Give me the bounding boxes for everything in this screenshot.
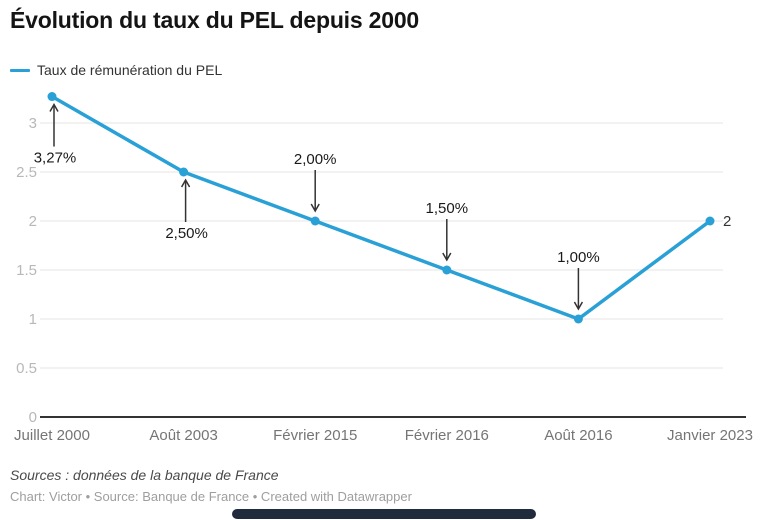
y-tick-label: 0.5 <box>16 360 37 377</box>
legend-label: Taux de rémunération du PEL <box>37 62 223 78</box>
y-tick-label: 2 <box>29 213 37 230</box>
chart-title: Évolution du taux du PEL depuis 2000 <box>10 7 420 33</box>
value-label: 1,00% <box>557 249 600 266</box>
data-point <box>705 216 715 226</box>
annotation-arrowhead <box>442 252 452 262</box>
x-tick-label: Août 2016 <box>544 427 612 444</box>
value-label: 2,00% <box>294 151 337 168</box>
y-tick-label: 2.5 <box>16 164 37 181</box>
data-point <box>573 314 583 324</box>
x-tick-label: Février 2015 <box>273 427 357 444</box>
x-tick-label: Juillet 2000 <box>14 427 90 444</box>
x-tick-label: Janvier 2023 <box>667 427 753 444</box>
legend: Taux de rémunération du PEL <box>10 62 222 78</box>
x-tick-label: Février 2016 <box>405 427 489 444</box>
annotation-arrowhead <box>49 103 59 112</box>
y-tick-label: 3 <box>29 115 37 132</box>
value-label: 1,50% <box>426 200 469 217</box>
annotation-arrowhead <box>573 301 584 311</box>
series-line <box>50 94 712 321</box>
credits-byline: Chart: Victor • Source: Banque de France… <box>10 489 412 504</box>
y-tick-label: 1.5 <box>16 262 37 279</box>
annotation-arrowhead <box>180 178 191 188</box>
y-tick-label: 0 <box>29 409 37 426</box>
end-value-label: 2 <box>723 213 731 230</box>
legend-line-swatch <box>10 68 30 72</box>
value-label: 2,50% <box>165 225 208 242</box>
data-point <box>442 265 452 275</box>
value-label: 3,27% <box>34 150 77 167</box>
data-point <box>310 216 320 226</box>
x-tick-label: Août 2003 <box>149 427 217 444</box>
y-tick-label: 1 <box>29 311 37 328</box>
data-point <box>179 167 189 177</box>
annotation-arrowhead <box>310 203 320 213</box>
home-indicator-bar <box>232 509 536 519</box>
sources-note: Sources : données de la banque de France <box>10 467 279 483</box>
data-point <box>47 92 57 102</box>
